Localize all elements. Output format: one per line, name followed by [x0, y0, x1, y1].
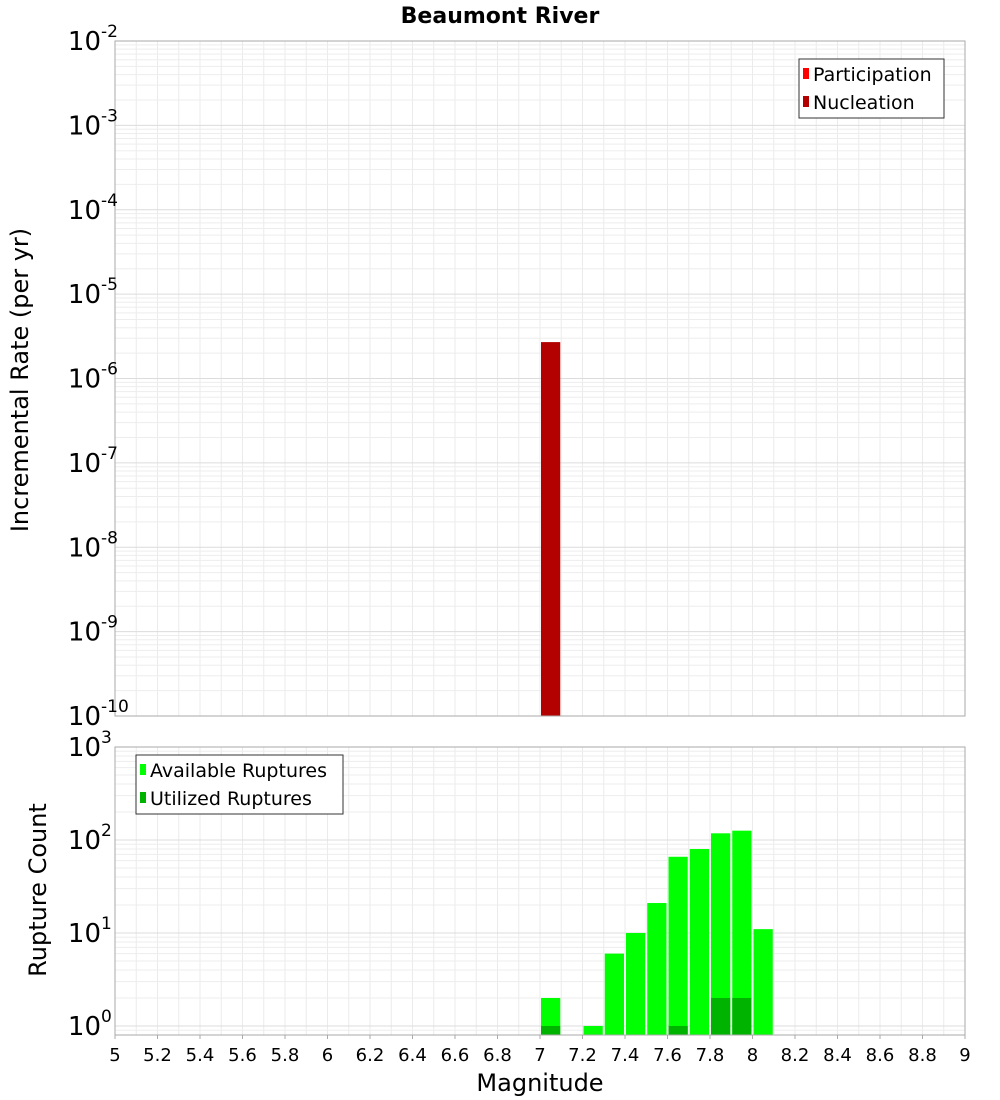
- y-tick-exponent: -5: [101, 275, 118, 295]
- bar-available-ruptures: [647, 903, 667, 1035]
- y-tick-label: 10: [68, 449, 101, 479]
- y-tick-exponent: 0: [101, 1007, 112, 1027]
- bar-available-ruptures: [732, 830, 752, 1035]
- x-tick-label: 6.6: [441, 1045, 470, 1066]
- x-axis-label: Magnitude: [476, 1069, 603, 1097]
- x-tick-label: 8.2: [781, 1045, 810, 1066]
- x-tick-label: 5: [109, 1045, 120, 1066]
- y-tick-label: 10: [68, 533, 101, 563]
- x-tick-label: 6.2: [356, 1045, 385, 1066]
- y-tick-label: 10: [68, 1012, 101, 1042]
- x-tick-label: 8: [747, 1045, 758, 1066]
- x-tick-label: 7.6: [653, 1045, 682, 1066]
- y-tick-exponent: -4: [101, 191, 118, 211]
- bar-available-ruptures: [541, 997, 561, 1035]
- legend-swatch: [140, 792, 146, 803]
- x-tick-label: 7.8: [696, 1045, 725, 1066]
- bottom-y-axis-label: Rupture Count: [24, 803, 52, 977]
- legend-entry: Available Ruptures: [150, 760, 327, 782]
- x-tick-label: 6.8: [483, 1045, 512, 1066]
- y-tick-exponent: -2: [101, 22, 118, 42]
- bar-available-ruptures: [711, 833, 731, 1035]
- bar-utilized-ruptures: [711, 997, 731, 1035]
- y-tick-label: 10: [68, 280, 101, 310]
- plot-frame: [114, 40, 966, 717]
- y-tick-label: 10: [68, 365, 101, 395]
- legend-swatch: [803, 68, 809, 79]
- legend-swatch: [803, 96, 809, 107]
- legend-entry: Nucleation: [813, 92, 915, 114]
- bar-available-ruptures: [753, 929, 773, 1035]
- x-tick-label: 5.8: [271, 1045, 300, 1066]
- y-tick-label: 10: [68, 618, 101, 648]
- x-tick-label: 9: [959, 1045, 970, 1066]
- x-tick-label: 6: [322, 1045, 333, 1066]
- legend-swatch: [140, 764, 146, 775]
- bar-utilized-ruptures: [668, 1025, 688, 1035]
- y-tick-label: 10: [68, 919, 101, 949]
- chart-title: Beaumont River: [401, 4, 600, 29]
- bar-available-ruptures: [583, 1025, 603, 1035]
- bar-utilized-ruptures: [541, 1025, 561, 1035]
- bar-utilized-ruptures: [732, 997, 752, 1035]
- legend-box: [135, 754, 344, 815]
- y-tick-exponent: -6: [101, 360, 118, 380]
- x-tick-label: 7.2: [568, 1045, 597, 1066]
- y-tick-exponent: -3: [101, 106, 118, 126]
- y-tick-exponent: 1: [101, 914, 112, 934]
- x-tick-label: 5.6: [228, 1045, 257, 1066]
- y-tick-exponent: 2: [101, 821, 112, 841]
- incremental-rate-panel: 10-210-310-410-510-610-710-810-910 -10Par…: [68, 22, 966, 732]
- x-tick-label: 5.2: [143, 1045, 172, 1066]
- legend-entry: Utilized Ruptures: [150, 788, 312, 810]
- y-tick-exponent: 3: [101, 728, 112, 748]
- top-y-axis-label: Incremental Rate (per yr): [6, 228, 34, 532]
- bar-available-ruptures: [604, 953, 624, 1035]
- x-tick-label: 8.8: [908, 1045, 937, 1066]
- x-tick-label: 6.4: [398, 1045, 427, 1066]
- bar-available-ruptures: [626, 932, 646, 1035]
- x-tick-label: 7: [534, 1045, 545, 1066]
- y-tick-label: 10: [68, 196, 101, 226]
- bar-nucleation: [541, 342, 561, 716]
- x-tick-label: 8.4: [823, 1045, 852, 1066]
- x-tick-label: 8.6: [866, 1045, 895, 1066]
- y-tick-exponent: -9: [101, 613, 118, 633]
- legend-entry: Participation: [813, 64, 932, 86]
- y-tick-label: 10: [68, 733, 101, 763]
- y-tick-label: 10: [68, 826, 101, 856]
- legend-box: [798, 58, 945, 119]
- x-tick-label: 5.4: [186, 1045, 215, 1066]
- bar-available-ruptures: [668, 856, 688, 1035]
- y-tick-label: 10: [68, 27, 101, 57]
- y-tick-label: 10: [68, 111, 101, 141]
- x-tick-label: 7.4: [611, 1045, 640, 1066]
- y-tick-exponent: -7: [101, 444, 118, 464]
- y-tick-exponent: -8: [101, 528, 118, 548]
- y-tick-label: 10: [68, 702, 101, 732]
- bar-available-ruptures: [689, 849, 709, 1035]
- y-tick-exponent: -10: [101, 697, 129, 717]
